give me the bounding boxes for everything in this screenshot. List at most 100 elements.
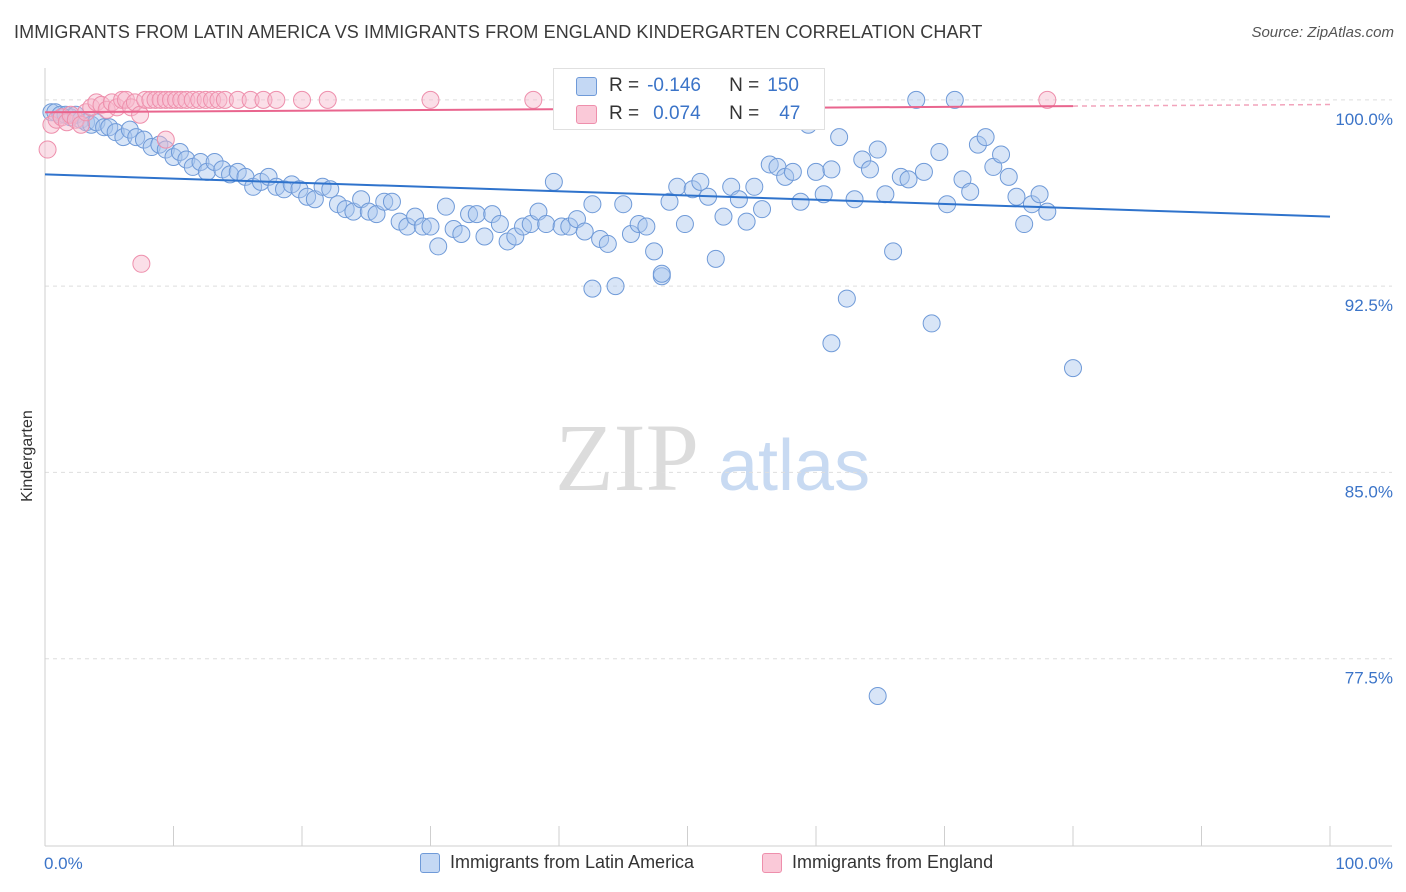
latin-america-point [436, 197, 455, 216]
x-tick-label: 100.0% [1335, 854, 1393, 873]
latin-america-point [830, 128, 849, 147]
latin-america-point [120, 120, 139, 139]
latin-america-point [1064, 359, 1082, 378]
latin-america-point [922, 314, 941, 333]
latin-america-point [552, 217, 571, 236]
latin-america-point [753, 200, 772, 219]
source-label: Source: ZipAtlas.com [1251, 24, 1394, 41]
england-point [156, 130, 175, 149]
england-point [151, 90, 170, 109]
england-point [267, 90, 286, 109]
latin-america-point [807, 162, 825, 181]
england-point [42, 115, 61, 134]
latin-america-point [452, 224, 471, 243]
latin-america-point [737, 212, 756, 231]
latin-america-point [660, 192, 679, 211]
latin-america-point [791, 192, 810, 211]
latin-america-point [976, 128, 995, 147]
y-tick-label: 100.0% [1335, 110, 1393, 129]
england-point [87, 93, 106, 112]
latin-america-point [675, 215, 694, 234]
r-value: 0.074 [653, 103, 701, 124]
latin-america-trend-line [44, 173, 1331, 218]
x-tick-label: 0.0% [44, 854, 83, 873]
latin-america-point [729, 190, 748, 209]
latin-america-point [583, 279, 602, 298]
latin-america-point [961, 182, 980, 201]
latin-america-point [999, 167, 1018, 186]
latin-america-point [884, 242, 903, 261]
england-point [38, 140, 57, 159]
england-point [102, 93, 121, 112]
y-tick-label: 92.5% [1345, 296, 1393, 315]
latin-america-point [783, 162, 802, 181]
legend-item-england: Immigrants from England [762, 852, 993, 873]
n-value: 47 [779, 103, 801, 124]
latin-america-point [205, 152, 224, 171]
latin-america-point [822, 160, 841, 179]
latin-america-point [907, 90, 926, 109]
latin-america-point [845, 190, 864, 209]
latin-america-point [668, 177, 687, 196]
stats-row-pink: R = 0.074 N = 47 [576, 102, 800, 126]
legend-swatch-blue [420, 852, 440, 873]
latin-america-point [614, 195, 633, 214]
n-label: N = [729, 75, 760, 96]
latin-america-point [1038, 202, 1057, 221]
latin-america-point [899, 170, 918, 189]
latin-america-point [968, 135, 987, 154]
latin-america-point [575, 222, 594, 241]
england-point [132, 254, 151, 273]
england-point [421, 90, 440, 109]
latin-america-point [460, 205, 479, 224]
latin-america-point [170, 143, 189, 162]
latin-america-point [868, 686, 887, 705]
england-point [190, 90, 209, 109]
england-point [146, 90, 165, 109]
england-point [183, 90, 202, 109]
latin-america-point [66, 105, 85, 124]
watermark-zip: ZIP [555, 404, 699, 511]
latin-america-point [429, 237, 448, 256]
y-tick-label: 85.0% [1345, 482, 1393, 501]
england-point [203, 90, 222, 109]
latin-america-point [992, 145, 1011, 164]
legend-item-latin-america: Immigrants from Latin America [420, 852, 694, 873]
legend-label: Immigrants from Latin America [450, 852, 695, 872]
latin-america-point [413, 217, 432, 236]
england-point [228, 90, 247, 109]
latin-america-point [191, 152, 210, 171]
latin-america-point [114, 128, 133, 147]
latin-america-point [706, 249, 725, 268]
blue-swatch [576, 76, 597, 96]
england-point [293, 90, 311, 109]
latin-america-point [860, 160, 879, 179]
latin-america-point [506, 227, 525, 246]
latin-america-point [95, 118, 114, 137]
legend-label: Immigrants from England [792, 852, 994, 872]
latin-america-point [290, 180, 309, 199]
n-label: N = [729, 103, 760, 124]
r-value: -0.146 [647, 75, 701, 96]
latin-america-point [945, 90, 964, 109]
england-point [215, 90, 234, 109]
pink-swatch [576, 104, 597, 124]
england-trend-extension [1072, 103, 1331, 107]
england-point [161, 90, 180, 109]
latin-america-point [683, 180, 702, 199]
england-point [136, 90, 155, 109]
latin-america-point [853, 150, 872, 169]
latin-america-point [406, 207, 425, 226]
legend-swatch-pink [762, 852, 782, 873]
latin-america-point [868, 140, 887, 159]
latin-america-point [583, 195, 602, 214]
latin-america-point [837, 289, 856, 308]
stats-legend: R = -0.146 N = 150 R = 0.074 N = 47 [553, 68, 825, 130]
latin-america-point [714, 207, 733, 226]
y-tick-label: 77.5% [1345, 669, 1393, 688]
england-point [209, 90, 228, 109]
legend: Immigrants from Latin America Immigrants… [0, 852, 1406, 878]
latin-america-point [621, 224, 640, 243]
england-point [196, 90, 215, 109]
latin-america-point [652, 264, 671, 283]
